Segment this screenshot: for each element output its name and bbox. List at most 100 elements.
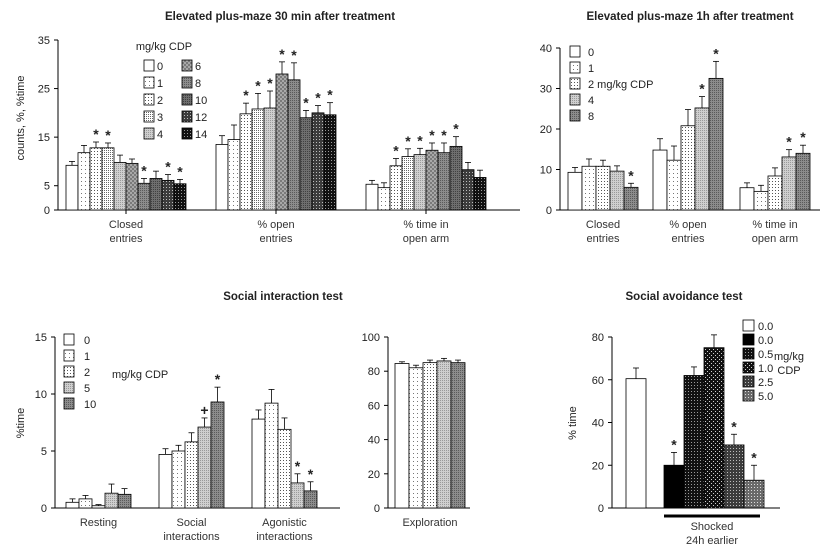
p5-significance-star: *: [751, 449, 757, 465]
p1-bar: [473, 177, 487, 211]
p1-significance-star: *: [177, 163, 183, 179]
p5-group-label: Shocked: [691, 521, 734, 533]
p5-legend-swatch: [742, 375, 755, 388]
p2-significance-star: *: [800, 129, 806, 145]
p1-legend-swatch: [181, 110, 193, 123]
p1-y-tick-label: 35: [38, 35, 50, 47]
p1-significance-star: *: [255, 77, 261, 93]
p3-legend-label: 1: [84, 351, 90, 363]
p3-legend-note: mg/kg CDP: [112, 369, 168, 381]
p2-legend-label: 8: [588, 111, 594, 123]
p3-bar: [78, 498, 93, 509]
p2-y-tick-label: 10: [540, 165, 552, 177]
p5-y-tick-label: 60: [592, 375, 604, 387]
p2-bar: [739, 187, 755, 211]
p3-bar: [210, 401, 225, 509]
p1-bar: [227, 139, 241, 211]
p1-bar: [449, 145, 463, 211]
p1-significance-star: *: [105, 127, 111, 143]
p3-significance-mark: +: [200, 402, 208, 418]
p1-bar: [173, 183, 187, 211]
p5-legend-swatch: [742, 361, 755, 374]
p3-category-label: Social: [177, 517, 207, 529]
p3-bar: [104, 492, 119, 509]
p2-bar: [680, 125, 696, 211]
p5-y-tick-label: 0: [598, 503, 604, 515]
p1-bar: [401, 156, 415, 211]
p2-legend-label: 2 mg/kg CDP: [588, 79, 653, 91]
p5-bar: [723, 444, 745, 509]
p3-y-tick-label: 0: [41, 503, 47, 515]
p1-y-tick-label: 15: [38, 132, 50, 144]
p4-y-tick-label: 20: [368, 469, 380, 481]
p1-bar: [299, 117, 313, 211]
p5-bar: [743, 479, 765, 509]
p4-bar: [394, 363, 410, 509]
p1-bar: [161, 179, 175, 211]
p1-bar: [365, 183, 379, 211]
p5-group-label: 24h earlier: [686, 535, 738, 547]
y-axis-label-plus-maze: counts, %, %time: [15, 76, 27, 161]
p2-legend-swatch: [569, 77, 581, 90]
p1-bar: [149, 178, 163, 211]
p3-category-label: interactions: [163, 531, 220, 543]
p1-legend-swatch: [181, 93, 193, 106]
p1-bar: [77, 152, 91, 211]
chart-title-plus-maze-30min: Elevated plus-maze 30 min after treatmen…: [165, 11, 395, 23]
p3-significance-mark: *: [308, 466, 314, 482]
p2-category-label: entries: [671, 233, 705, 245]
p2-legend-label: 0: [588, 47, 594, 59]
p1-legend-title: mg/kg CDP: [136, 41, 192, 53]
p2-bar: [652, 149, 668, 211]
p3-bar: [264, 402, 279, 509]
p4-bar: [408, 367, 424, 509]
p1-legend-label: 0: [157, 61, 163, 73]
p1-legend-swatch: [181, 76, 193, 89]
p1-bar: [389, 165, 403, 211]
p2-bar: [753, 190, 769, 211]
p2-category-label: % open: [669, 219, 706, 231]
y-axis-label-social-interaction: %time: [15, 408, 27, 439]
p1-significance-star: *: [453, 121, 459, 137]
p1-legend-label: 4: [157, 129, 163, 141]
p5-legend-label: 0.5: [758, 349, 773, 361]
p3-y-tick-label: 10: [35, 389, 47, 401]
p1-bar: [323, 114, 337, 211]
p1-bar: [239, 113, 253, 211]
p3-legend-label: 10: [84, 399, 96, 411]
p5-legend-swatch: [742, 347, 755, 360]
p1-category-label: open arm: [403, 233, 449, 245]
p5-bar: [625, 378, 647, 509]
p5-bar: [663, 464, 685, 509]
p5-legend-label: 0.0: [758, 321, 773, 333]
p1-significance-star: *: [291, 47, 297, 63]
p2-legend-swatch: [569, 109, 581, 122]
p1-significance-star: *: [393, 143, 399, 159]
p2-category-label: open arm: [752, 233, 798, 245]
p1-legend-swatch: [143, 59, 155, 72]
p1-significance-star: *: [429, 127, 435, 143]
p1-bar: [251, 108, 265, 211]
chart-title-social-interaction: Social interaction test: [223, 291, 343, 303]
p1-bar: [65, 164, 79, 211]
p2-significance-star: *: [713, 45, 719, 61]
p1-bar: [113, 161, 127, 211]
p1-bar: [287, 79, 301, 211]
p5-legend-swatch: [742, 333, 755, 346]
p2-bar: [767, 175, 783, 211]
p2-y-tick-label: 20: [540, 124, 552, 136]
p1-bar: [413, 154, 427, 211]
p1-legend-label: 3: [157, 112, 163, 124]
p3-bar: [303, 490, 318, 509]
p2-category-label: entries: [586, 233, 620, 245]
p3-y-tick-label: 5: [41, 446, 47, 458]
p3-legend-swatch: [63, 333, 75, 346]
p1-category-label: Closed: [109, 219, 143, 231]
p4-y-tick-label: 40: [368, 435, 380, 447]
p1-significance-star: *: [441, 127, 447, 143]
p4-bar: [436, 360, 452, 509]
p4-bar: [422, 362, 438, 509]
p3-bar: [184, 441, 199, 509]
p5-bar: [703, 347, 725, 509]
p3-bar: [197, 426, 212, 509]
